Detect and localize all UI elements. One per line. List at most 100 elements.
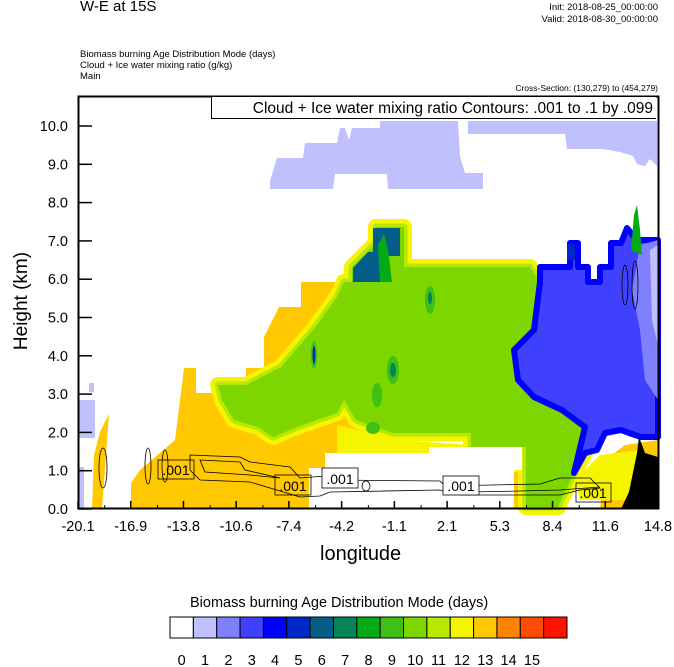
y-tick-label: 1.0 [48, 464, 68, 480]
field-region-darkblue-spike [567, 244, 575, 260]
colorbar-label: 10 [407, 653, 423, 667]
field-region-lavender-right [650, 245, 658, 345]
x-tick-label: -13.8 [167, 519, 200, 535]
cross-section-label: Cross-Section: (130,279) to (454,279) [515, 83, 658, 93]
x-tick-label: -16.9 [114, 519, 147, 535]
x-tick-label: 2.1 [437, 519, 457, 535]
colorbar-title: Biomass burning Age Distribution Mode (d… [190, 595, 489, 611]
colorbar-label: 5 [294, 653, 302, 667]
colorbar-box [519, 616, 545, 639]
x-axis-label: longitude [320, 543, 402, 565]
colorbar-box [496, 616, 521, 639]
y-tick-label: 10.0 [40, 119, 68, 135]
contour-line [469, 486, 601, 493]
colorbar-label: 1 [201, 653, 209, 667]
svg-text:.001: .001 [162, 462, 189, 478]
y-tick-label: 0.0 [48, 502, 68, 518]
svg-text:.001: .001 [447, 478, 474, 494]
field-region-lavender-top-right [468, 121, 657, 166]
contour-line [361, 480, 371, 492]
contour-label-3: .001 [321, 467, 359, 489]
x-tick-label: -20.1 [61, 519, 94, 535]
field-region-lavender-left-dot [89, 383, 94, 392]
field-region-green-spike [631, 205, 642, 255]
colorbar: 0 1 2 3 4 5 6 7 8 9 10 11 12 13 14 15 [169, 616, 568, 667]
x-tick-label: -4.2 [329, 519, 354, 535]
colorbar-box [169, 616, 194, 639]
colorbar-box [262, 616, 288, 639]
x-tick-label: -10.6 [220, 519, 253, 535]
field-patch-green-dark [366, 422, 380, 434]
field-patch-teal [428, 292, 432, 304]
colorbar-label: 9 [388, 653, 396, 667]
svg-text:.001: .001 [279, 478, 306, 494]
svg-text:.001: .001 [326, 471, 353, 487]
y-tick-label: 2.0 [48, 425, 68, 441]
field-patch-blue-streak [312, 346, 316, 364]
contour-label-4: .001 [442, 475, 480, 496]
field-region-lavender-left-low [79, 467, 84, 509]
field-region-teal-peak [353, 228, 400, 282]
contour-info-label: Cloud + Ice water mixing ratio Contours:… [211, 96, 656, 119]
subtitle-run: Main [80, 71, 101, 82]
svg-text:.001: .001 [579, 485, 606, 501]
colorbar-box [356, 616, 381, 639]
field-patch-green-dark [372, 383, 382, 407]
field-region-lavender-left [79, 400, 95, 438]
field-region-orange-left-plume [92, 414, 109, 509]
colorbar-label: 14 [501, 653, 517, 667]
valid-time: Valid: 2018-08-30_00:00:00 [541, 14, 658, 25]
contour-label-5: .001 [575, 482, 612, 503]
contour-line [631, 260, 639, 310]
colorbar-label: 2 [224, 653, 232, 667]
init-time: Init: 2018-08-25_00:00:00 [549, 2, 658, 13]
colorbar-box [379, 616, 405, 639]
x-tick-label: 14.8 [644, 519, 672, 535]
colorbar-label: 8 [364, 653, 372, 667]
colorbar-box [286, 616, 311, 639]
colorbar-label: 15 [524, 653, 540, 667]
y-axis-label: Height (km) [11, 251, 32, 351]
colorbar-box [543, 616, 568, 639]
field-patch-teal [390, 363, 396, 377]
colorbar-box [403, 616, 428, 639]
x-tick-label: 5.3 [490, 519, 510, 535]
contour-line [98, 447, 108, 489]
colorbar-label: 4 [271, 653, 279, 667]
colorbar-label: 6 [318, 653, 326, 667]
contour-label-1: .001 [157, 459, 195, 480]
colorbar-label: 13 [477, 653, 493, 667]
y-tick-label: 7.0 [48, 234, 68, 250]
terrain [621, 437, 658, 509]
x-axis: -20.1 -16.9 -13.8 -10.6 -7.4 -4.2 -1.1 2.1 5.3 8.… [61, 501, 672, 535]
colorbar-box [473, 616, 498, 639]
contour-line [199, 459, 281, 479]
contour-label-2: .001 [274, 474, 312, 496]
x-tick-label: -7.4 [276, 519, 301, 535]
colorbar-label: 11 [431, 653, 446, 667]
colorbar-box [426, 616, 451, 639]
colorbar-box [192, 616, 218, 639]
colorbar-box [449, 616, 475, 639]
contour-line [144, 447, 152, 485]
field-region-green-peak-streak [378, 234, 392, 282]
y-tick-label: 8.0 [48, 196, 68, 212]
field-region-green-main [218, 227, 585, 507]
y-tick-label: 3.0 [48, 387, 68, 403]
colorbar-label: 12 [454, 653, 470, 667]
subtitle-field-2: Cloud + Ice water mixing ratio (g/kg) [80, 60, 233, 71]
colorbar-box [239, 616, 264, 639]
colorbar-box [332, 616, 358, 639]
subtitle-field-1: Biomass burning Age Distribution Mode (d… [80, 49, 276, 60]
field-region-lavender-top-left [270, 121, 483, 189]
contour-line [621, 264, 629, 306]
colorbar-label: 0 [178, 653, 186, 667]
y-tick-label: 5.0 [48, 311, 68, 327]
colorbar-box [216, 616, 241, 639]
y-tick-label: 6.0 [48, 272, 68, 288]
y-tick-label: 4.0 [48, 349, 68, 365]
plot-title: W-E at 15S [80, 0, 157, 15]
x-tick-label: -1.1 [382, 519, 407, 535]
plot-area [79, 121, 661, 515]
